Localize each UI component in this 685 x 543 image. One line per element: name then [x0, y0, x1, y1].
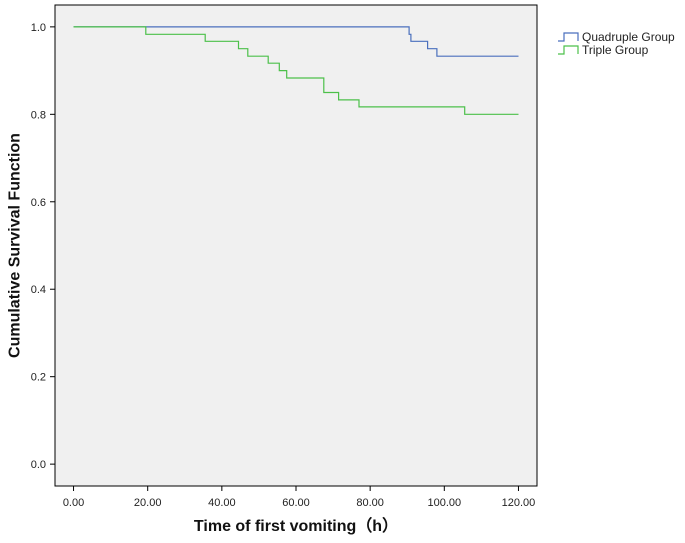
- x-tick-label: 60.00: [282, 497, 310, 509]
- x-tick-label: 120.00: [502, 497, 536, 509]
- series-line-triple-group: [73, 26, 519, 115]
- series-layer: [73, 26, 519, 115]
- x-axis-title: Time of first vomiting（h）: [194, 517, 398, 535]
- legend-label: Triple Group: [582, 43, 649, 57]
- plot-area: [54, 4, 538, 487]
- y-tick-label: 1.0: [31, 22, 46, 34]
- y-tick-label: 0.8: [31, 109, 46, 121]
- x-tick-label: 100.00: [427, 497, 461, 509]
- y-tick-label: 0.6: [31, 197, 46, 209]
- y-axis: 0.0 0.2 0.4 0.6 0.8 1.0: [31, 22, 55, 471]
- x-tick-label: 80.00: [356, 497, 384, 509]
- y-tick-label: 0.0: [31, 459, 46, 471]
- x-tick-label: 0.00: [63, 497, 84, 509]
- legend-swatch: [558, 32, 579, 42]
- y-axis-title: Cumulative Survival Function: [7, 133, 24, 358]
- x-tick-label: 40.00: [208, 497, 236, 509]
- y-tick-label: 0.2: [31, 372, 46, 384]
- x-tick-label: 20.00: [134, 497, 162, 509]
- legend-label: Quadruple Group: [582, 30, 675, 44]
- series-line-quadruple-group: [73, 26, 519, 57]
- legend-swatch: [558, 45, 579, 55]
- y-tick-label: 0.4: [31, 284, 46, 296]
- x-axis: 0.00 20.00 40.00 60.00 80.00 100.00 120.00: [63, 486, 535, 509]
